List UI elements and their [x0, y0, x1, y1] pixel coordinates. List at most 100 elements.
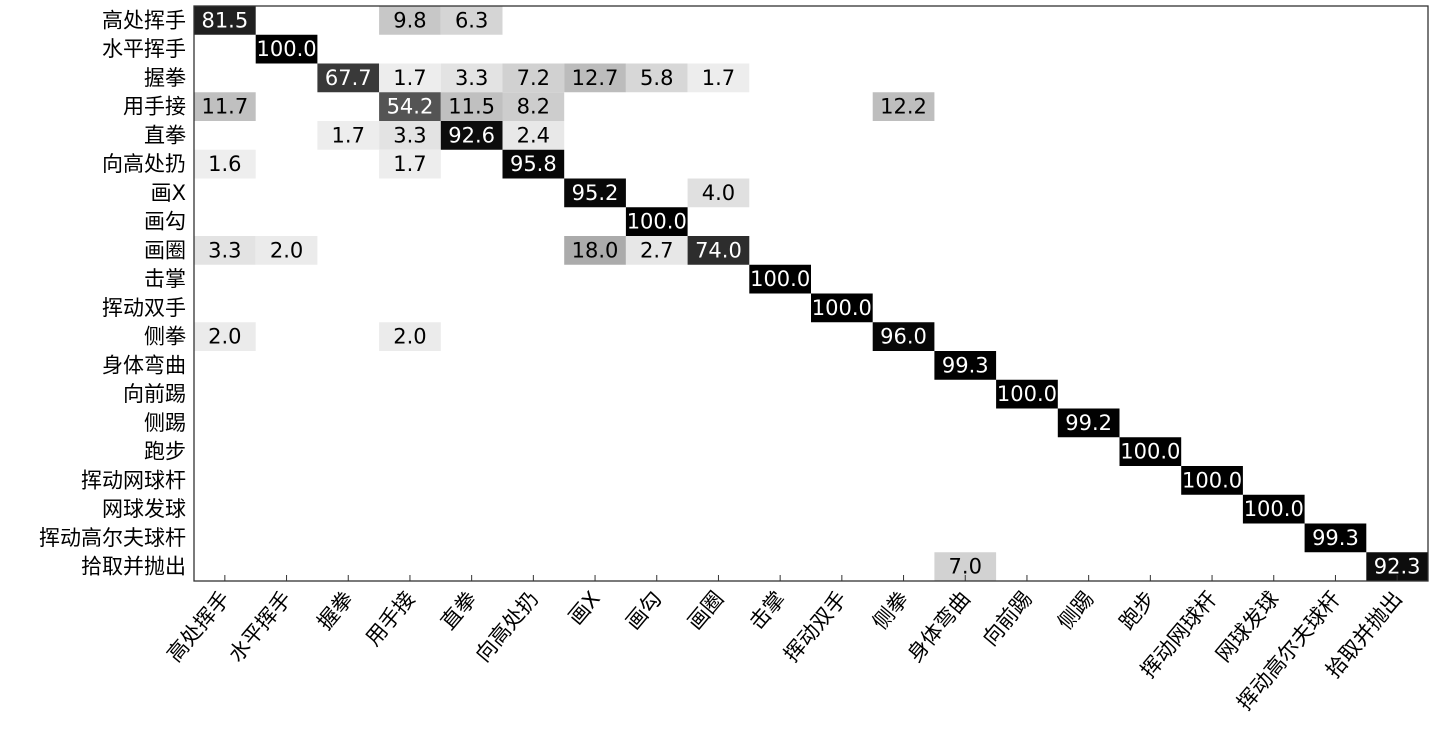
- x-axis-label: 握拳: [313, 587, 358, 635]
- heatmap-cell: 54.2: [379, 92, 441, 121]
- heatmap-cell-value: 1.7: [393, 152, 426, 176]
- heatmap-cell: 11.7: [194, 92, 256, 121]
- heatmap-cell: 81.5: [194, 6, 256, 35]
- heatmap-cell-rect: [502, 121, 565, 150]
- heatmap-cell-rect: [317, 63, 380, 93]
- heatmap-cell: 1.7: [317, 121, 380, 150]
- heatmap-cell: 100.0: [625, 207, 688, 236]
- y-axis-label: 水平挥手: [102, 37, 186, 61]
- y-axis-label: 直拳: [144, 123, 186, 147]
- x-axis-label: 画X: [564, 587, 605, 630]
- heatmap-cell-value: 2.0: [393, 325, 426, 349]
- heatmap-cell-rect: [687, 63, 750, 93]
- heatmap-cell: 100.0: [811, 293, 873, 323]
- heatmap-cell-rect: [1242, 494, 1305, 524]
- heatmap-cell: 99.3: [1304, 523, 1367, 553]
- heatmap-cell: 100.0: [749, 264, 811, 294]
- heatmap-cell-rect: [255, 236, 318, 265]
- y-axis-label: 向高处扔: [102, 152, 186, 176]
- y-axis-label: 握拳: [144, 66, 186, 90]
- heatmap-cell-value: 81.5: [201, 8, 248, 32]
- heatmap-cell-value: 9.8: [393, 8, 426, 32]
- x-axis-label: 侧拳: [868, 587, 913, 635]
- heatmap-cell: 100.0: [1242, 494, 1305, 524]
- heatmap-cell-rect: [872, 322, 935, 351]
- heatmap-cell-value: 2.0: [270, 238, 303, 262]
- heatmap-cell-value: 5.8: [640, 66, 673, 90]
- x-axis-label: 高处挥手: [162, 587, 234, 667]
- heatmap-cell-rect: [1181, 466, 1243, 495]
- heatmap-cell-value: 100.0: [1244, 497, 1304, 521]
- heatmap-cells: 81.5 9.8 6.3 100.0 67.7 1.7 3.3 7.2 12.7 5.8 1.7 11…: [194, 6, 1428, 581]
- y-axis-label: 用手接: [123, 95, 186, 119]
- heatmap-cell-rect: [440, 92, 503, 121]
- heatmap-cell-value: 3.3: [455, 66, 488, 90]
- x-axis-label: 向高处扔: [471, 587, 543, 667]
- heatmap-cell-value: 92.3: [1374, 555, 1421, 579]
- heatmap-cell-value: 100.0: [812, 296, 872, 320]
- heatmap-cell: 4.0: [687, 178, 750, 208]
- heatmap-cell: 2.0: [379, 322, 441, 351]
- heatmap-cell: 2.4: [502, 121, 565, 150]
- heatmap-cell-rect: [440, 63, 503, 93]
- heatmap-cell-value: 3.3: [393, 123, 426, 147]
- heatmap-cell: 1.7: [379, 149, 441, 179]
- heatmap-cell-value: 1.7: [332, 123, 365, 147]
- x-axis-label: 向前踢: [978, 587, 1037, 651]
- heatmap-cell-value: 2.0: [208, 325, 241, 349]
- heatmap-cell-rect: [564, 236, 626, 265]
- heatmap-cell-value: 100.0: [627, 210, 687, 234]
- x-axis-label: 侧踢: [1053, 587, 1098, 635]
- heatmap-cell-rect: [1057, 408, 1120, 438]
- heatmap-cell-value: 92.6: [448, 123, 495, 147]
- x-axis-label: 画勾: [621, 587, 666, 635]
- heatmap-cell-rect: [194, 92, 256, 121]
- heatmap-cell-value: 2.4: [517, 123, 550, 147]
- heatmap-cell: 99.2: [1057, 408, 1120, 438]
- y-axis-label: 画X: [151, 181, 186, 205]
- heatmap-cell: 1.6: [194, 149, 256, 179]
- y-axis-label: 挥动双手: [102, 296, 186, 320]
- plot-frame: [193, 5, 1429, 582]
- heatmap-cell: 3.3: [379, 121, 441, 150]
- heatmap-cell: 8.2: [502, 92, 565, 121]
- heatmap-cell-value: 7.0: [949, 555, 982, 579]
- y-axis-label: 画勾: [144, 210, 186, 234]
- heatmap-cell-rect: [749, 264, 811, 294]
- heatmap-cell-rect: [564, 178, 626, 208]
- heatmap-cell: 95.8: [502, 149, 565, 179]
- heatmap-cell: 100.0: [1119, 437, 1182, 466]
- heatmap-cell-value: 67.7: [325, 66, 372, 90]
- heatmap-cell-rect: [625, 236, 688, 265]
- heatmap-cell-rect: [625, 63, 688, 93]
- heatmap-cell: 6.3: [440, 6, 503, 35]
- heatmap-cell: 95.2: [564, 178, 626, 208]
- heatmap-cell-value: 99.3: [942, 353, 989, 377]
- heatmap-cell: 11.5: [440, 92, 503, 121]
- x-axis-label: 用手接: [361, 587, 420, 651]
- x-axis-label: 身体弯曲: [903, 587, 975, 667]
- heatmap-cell-rect: [379, 6, 441, 35]
- heatmap-cell-rect: [379, 63, 441, 93]
- y-axis-label: 身体弯曲: [102, 353, 186, 377]
- heatmap-cell: 96.0: [872, 322, 935, 351]
- heatmap-cell: 3.3: [440, 63, 503, 93]
- heatmap-cell-rect: [255, 34, 318, 64]
- heatmap-cell-value: 8.2: [517, 95, 550, 119]
- heatmap-cell-value: 11.5: [448, 95, 495, 119]
- y-axis-label: 画圈: [144, 238, 186, 262]
- heatmap-cell: 1.7: [687, 63, 750, 93]
- heatmap-cell: 2.7: [625, 236, 688, 265]
- heatmap-cell-rect: [194, 322, 256, 351]
- heatmap-cell-value: 6.3: [455, 8, 488, 32]
- heatmap-cell-rect: [872, 92, 935, 121]
- heatmap-cell-rect: [379, 322, 441, 351]
- heatmap-cell: 2.0: [255, 236, 318, 265]
- y-axis-label: 高处挥手: [102, 8, 186, 32]
- heatmap-cell-rect: [194, 6, 256, 35]
- y-axis-label: 网球发球: [102, 497, 186, 521]
- heatmap-cell-value: 100.0: [750, 267, 810, 291]
